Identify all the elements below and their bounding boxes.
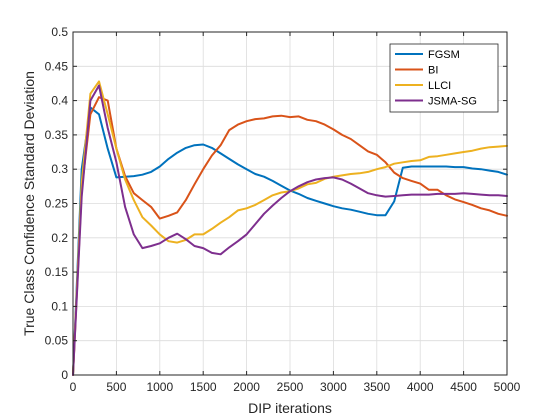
x-tick-label: 4500 <box>450 380 477 394</box>
x-tick-label: 1000 <box>146 380 173 394</box>
legend-label: BI <box>428 65 438 77</box>
x-tick-label: 4000 <box>407 380 434 394</box>
y-tick-label: 0.25 <box>45 197 69 211</box>
x-tick-label: 0 <box>70 380 77 394</box>
x-tick-label: 3000 <box>320 380 347 394</box>
legend-label: FGSM <box>428 49 460 61</box>
axes <box>72 31 508 376</box>
y-tick-label: 0.05 <box>45 334 69 348</box>
legend-label: LLCI <box>428 80 451 92</box>
series-lines <box>72 80 508 376</box>
y-tick-label: 0.4 <box>51 94 68 108</box>
y-tick-label: 0.15 <box>45 265 69 279</box>
y-tick-label: 0.2 <box>51 231 68 245</box>
y-tick-label: 0.35 <box>45 128 69 142</box>
x-tick-label: 3500 <box>363 380 390 394</box>
y-tick-label: 0 <box>61 368 68 382</box>
y-axis-title: True Class Confidence Standard Deviation <box>21 71 37 336</box>
y-tick-label: 0.5 <box>51 25 68 39</box>
y-tick-label: 0.45 <box>45 59 69 73</box>
x-axis-title: DIP iterations <box>248 400 332 416</box>
x-tick-label: 1500 <box>190 380 217 394</box>
legend: FGSM BI LLCI JSMA-SG <box>389 43 499 113</box>
y-tick-label: 0.1 <box>51 299 68 313</box>
x-tick-label: 2000 <box>233 380 260 394</box>
plot-frame <box>72 31 508 376</box>
y-tick-label: 0.3 <box>51 162 68 176</box>
tick-labels: 0 500 1000 1500 2000 2500 3000 3500 4000 4500 5000… <box>45 25 521 394</box>
series-line-jsma-sg <box>72 84 508 376</box>
x-tick-label: 500 <box>106 380 126 394</box>
x-tick-label: 5000 <box>494 380 521 394</box>
series-line-bi <box>72 96 508 376</box>
legend-label: JSMA-SG <box>428 96 477 108</box>
x-tick-label: 2500 <box>277 380 304 394</box>
